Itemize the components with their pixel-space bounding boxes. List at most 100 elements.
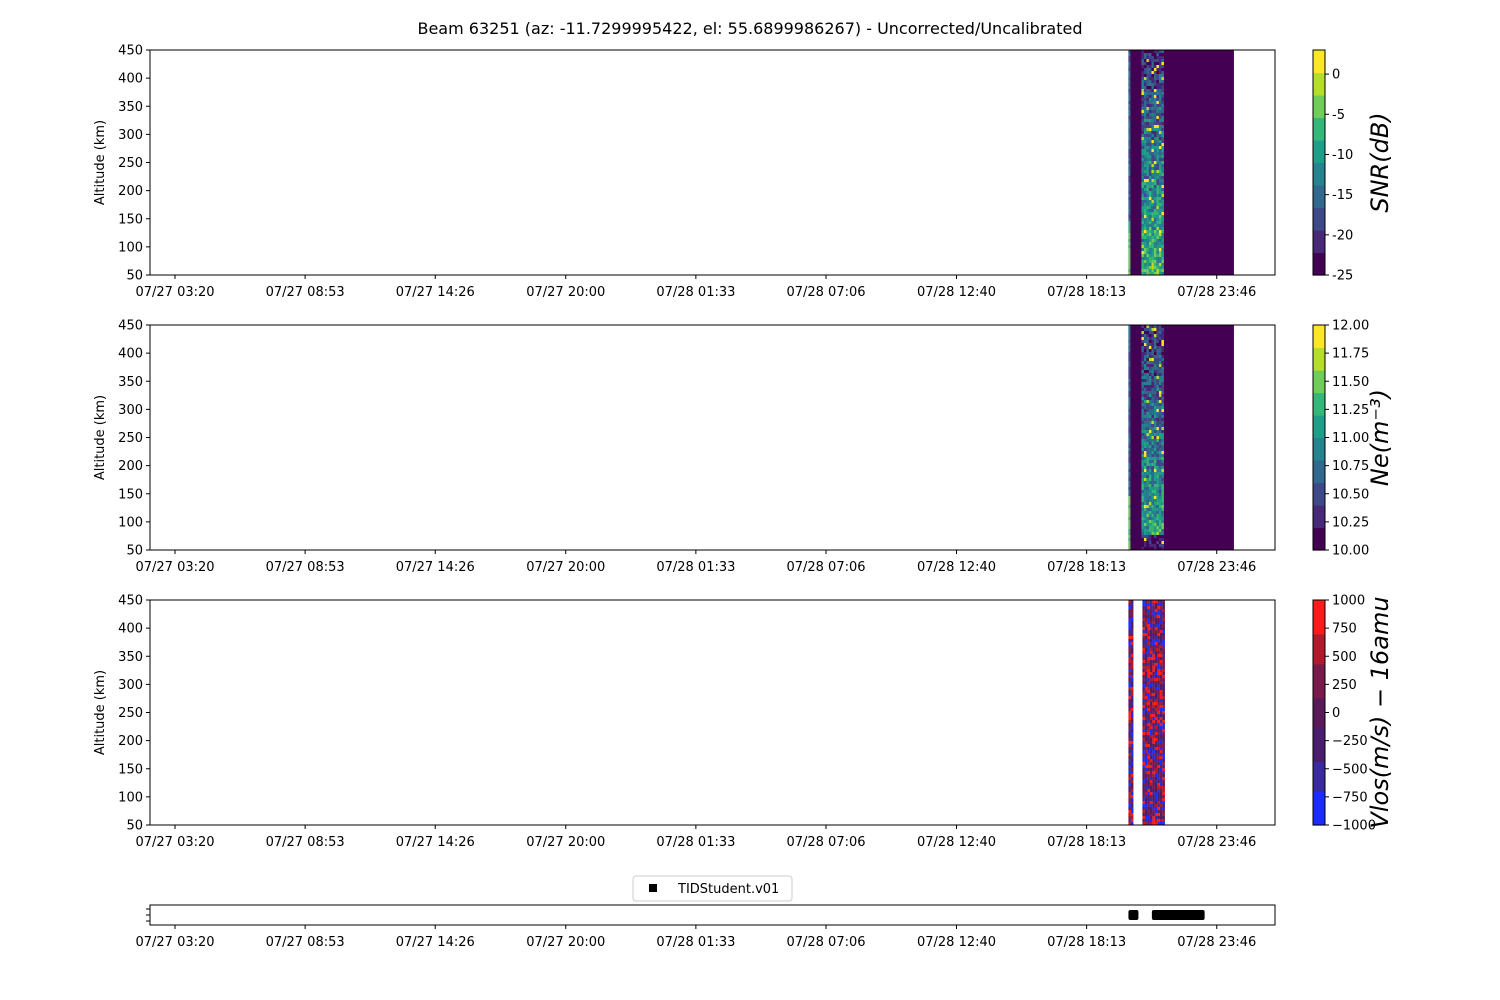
heatmap-cell [1128, 134, 1131, 137]
legend-frame [632, 875, 793, 902]
colorbar-swatch [1313, 678, 1325, 684]
heatmap-cell [1149, 663, 1153, 666]
heatmap-cell [1143, 340, 1147, 343]
heatmap-cell [1146, 331, 1149, 334]
heatmap-cell [1158, 179, 1162, 182]
heatmap-cell [1153, 65, 1157, 68]
heatmap-cell [1157, 621, 1160, 624]
x-tick-label: 07/28 18:13 [1047, 560, 1126, 575]
heatmap-cell [1141, 451, 1144, 454]
heatmap-cell [1161, 74, 1164, 77]
heatmap-cell [1156, 77, 1159, 80]
heatmap-cell [1154, 687, 1158, 690]
heatmap-cell [1157, 783, 1160, 786]
heatmap-cell [1141, 254, 1144, 257]
y-tick-label: 250 [118, 156, 143, 171]
heatmap-cell [1143, 484, 1147, 487]
heatmap-cell [1153, 370, 1157, 373]
heatmap-cell [1162, 690, 1165, 693]
heatmap-cell [1159, 765, 1163, 768]
heatmap-cell [1151, 361, 1154, 364]
heatmap-cell [1148, 260, 1152, 263]
heatmap-cell [1158, 107, 1162, 110]
heatmap-cell [1142, 816, 1145, 819]
heatmap-cell [1128, 337, 1131, 340]
heatmap-cell [1153, 544, 1157, 547]
colorbar-swatch [1313, 690, 1325, 695]
heatmap-cell [1142, 768, 1145, 771]
heatmap-cell [1143, 481, 1147, 484]
heatmap-cell [1146, 188, 1149, 191]
colorbar-swatch [1313, 626, 1325, 631]
heatmap-cell [1156, 194, 1159, 197]
heatmap-cell [1153, 221, 1157, 224]
heatmap-cell [1156, 248, 1159, 251]
heatmap-cell [1142, 714, 1145, 717]
heatmap-cell [1153, 532, 1157, 535]
heatmap-cell [1142, 621, 1145, 624]
heatmap-cell [1153, 508, 1157, 511]
colorbar-swatch [1313, 512, 1325, 517]
heatmap-cell [1153, 520, 1157, 523]
heatmap-cell [1128, 59, 1131, 62]
heatmap-cell [1158, 487, 1162, 490]
heatmap-cell [1153, 355, 1157, 358]
heatmap-cell [1159, 693, 1163, 696]
heatmap-cell [1156, 185, 1159, 188]
colorbar-swatch [1313, 155, 1325, 160]
heatmap-cell [1141, 502, 1144, 505]
heatmap-cell [1162, 675, 1165, 678]
heatmap-cell [1149, 774, 1153, 777]
heatmap-cell [1141, 161, 1144, 164]
colorbar-swatch [1313, 260, 1325, 265]
heatmap-cell [1151, 200, 1154, 203]
heatmap-cell [1156, 400, 1159, 403]
colorbar-swatch [1313, 508, 1325, 514]
heatmap-cell [1143, 454, 1147, 457]
heatmap-cell [1158, 134, 1162, 137]
heatmap-cell [1141, 245, 1144, 248]
colorbar-swatch [1313, 136, 1325, 141]
heatmap-cell [1141, 538, 1144, 541]
heatmap-cell [1149, 690, 1153, 693]
heatmap-cell [1152, 729, 1155, 732]
heatmap-cell [1153, 110, 1157, 113]
heatmap-cell [1162, 735, 1165, 738]
heatmap-cell [1148, 203, 1152, 206]
colorbar-swatch [1313, 806, 1325, 811]
heatmap-cell [1153, 152, 1157, 155]
heatmap-cell [1128, 633, 1131, 636]
heatmap-cell [1142, 660, 1145, 663]
heatmap-cell [1161, 472, 1164, 475]
heatmap-cell [1141, 331, 1144, 334]
heatmap-cell [1154, 708, 1158, 711]
heatmap-cell [1156, 376, 1159, 379]
heatmap-cell [1162, 648, 1165, 651]
heatmap-cell [1153, 95, 1157, 98]
heatmap-cell [1143, 331, 1147, 334]
heatmap-cell [1161, 421, 1164, 424]
heatmap-cell [1130, 612, 1134, 615]
heatmap-cell [1158, 442, 1162, 445]
heatmap-cell [1141, 436, 1144, 439]
colorbar-swatch [1313, 117, 1325, 122]
heatmap-cell [1158, 206, 1162, 209]
heatmap-cell [1148, 388, 1152, 391]
heatmap-cell [1161, 173, 1164, 176]
heatmap-cell [1146, 484, 1149, 487]
heatmap-cell [1158, 502, 1162, 505]
heatmap-cell [1153, 397, 1157, 400]
heatmap-cell [1161, 113, 1164, 116]
heatmap-cell [1151, 373, 1154, 376]
heatmap-cell [1148, 487, 1152, 490]
heatmap-cell [1156, 493, 1159, 496]
heatmap-cell [1143, 272, 1147, 275]
heatmap-cell [1157, 810, 1160, 813]
heatmap-cell [1159, 618, 1163, 621]
heatmap-cell [1146, 149, 1149, 152]
heatmap-cell [1159, 819, 1163, 822]
heatmap-cell [1151, 194, 1154, 197]
heatmap-cell [1156, 343, 1159, 346]
heatmap-cell [1143, 113, 1147, 116]
heatmap-cell [1142, 732, 1145, 735]
